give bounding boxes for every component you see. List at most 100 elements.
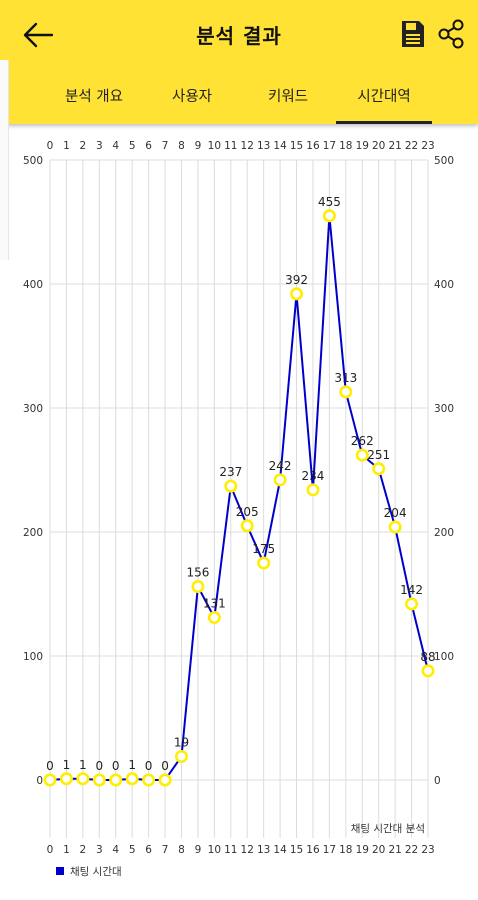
share-button[interactable] [436, 18, 466, 50]
x-tick-label-top: 5 [129, 140, 136, 152]
x-tick-label-bottom: 10 [208, 844, 221, 856]
x-tick-label-bottom: 5 [129, 844, 136, 856]
x-tick-label-bottom: 0 [47, 844, 54, 856]
y-tick-label-right: 200 [434, 527, 454, 539]
arrow-left-icon [23, 22, 54, 48]
data-point [125, 772, 139, 786]
x-tick-label-bottom: 2 [80, 844, 87, 856]
data-label: 234 [302, 469, 325, 483]
x-tick-label-bottom: 17 [323, 844, 336, 856]
save-document-icon [402, 21, 424, 47]
data-point [174, 749, 188, 763]
x-tick-label-bottom: 9 [195, 844, 202, 856]
data-point [191, 580, 205, 594]
data-point [306, 483, 320, 497]
legend-swatch [56, 867, 64, 875]
data-label: 455 [318, 195, 341, 209]
data-point [224, 479, 238, 493]
series-line [49, 215, 429, 781]
data-label: 237 [219, 465, 242, 479]
x-tick-label-top: 15 [290, 140, 303, 152]
x-tick-label-top: 21 [388, 140, 401, 152]
data-point [92, 773, 106, 787]
data-label: 205 [236, 505, 259, 519]
data-label: 242 [269, 459, 292, 473]
x-tick-label-top: 9 [195, 140, 202, 152]
data-label: 0 [112, 759, 120, 773]
data-point [355, 448, 369, 462]
save-button[interactable] [398, 18, 428, 50]
x-tick-label-top: 20 [372, 140, 385, 152]
x-tick-label-top: 7 [162, 140, 169, 152]
x-tick-label-top: 6 [145, 140, 152, 152]
time-chart: 0011223344556677889910101111121213131414… [23, 140, 454, 878]
y-tick-label-right: 300 [434, 403, 454, 415]
data-point [421, 664, 435, 678]
x-tick-label-top: 10 [208, 140, 221, 152]
side-drawer-handle[interactable] [0, 60, 9, 260]
x-tick-label-top: 2 [80, 140, 87, 152]
x-tick-label-bottom: 7 [162, 844, 169, 856]
data-point [207, 611, 221, 625]
data-point [257, 556, 271, 570]
data-point [290, 287, 304, 301]
data-point [372, 462, 386, 476]
data-point [59, 772, 73, 786]
y-tick-label-right: 400 [434, 279, 454, 291]
data-label: 1 [63, 758, 71, 772]
x-tick-label-top: 17 [323, 140, 336, 152]
data-label: 0 [46, 759, 54, 773]
app-bar: 분석 결과 분석 개요 사용자 키워드 시간대역 [0, 0, 478, 124]
x-tick-label-bottom: 1 [63, 844, 70, 856]
data-point [240, 519, 254, 533]
data-point [388, 520, 402, 534]
x-tick-label-top: 8 [178, 140, 185, 152]
y-tick-label-left: 100 [23, 651, 43, 663]
x-tick-label-bottom: 4 [112, 844, 119, 856]
y-tick-label-right: 0 [434, 775, 441, 787]
data-point [158, 773, 172, 787]
x-tick-label-top: 19 [356, 140, 369, 152]
x-tick-label-bottom: 15 [290, 844, 303, 856]
back-button[interactable] [18, 18, 58, 54]
data-point [322, 209, 336, 223]
x-tick-label-bottom: 22 [405, 844, 418, 856]
y-tick-label-right: 500 [434, 155, 454, 167]
x-tick-label-bottom: 20 [372, 844, 385, 856]
tab-time-range[interactable]: 시간대역 [336, 72, 432, 124]
data-label: 1 [128, 758, 136, 772]
x-tick-label-bottom: 21 [388, 844, 401, 856]
x-tick-label-bottom: 19 [356, 844, 369, 856]
y-tick-label-left: 400 [23, 279, 43, 291]
tab-analysis-overview[interactable]: 분석 개요 [65, 89, 123, 105]
y-tick-label-left: 500 [23, 155, 43, 167]
x-tick-label-top: 14 [273, 140, 287, 152]
data-point [273, 473, 287, 487]
data-label: 204 [384, 506, 407, 520]
x-tick-label-top: 4 [112, 140, 119, 152]
data-point [76, 772, 90, 786]
data-point [339, 385, 353, 399]
x-tick-label-top: 3 [96, 140, 103, 152]
y-tick-label-right: 100 [434, 651, 454, 663]
data-label: 0 [161, 759, 169, 773]
tab-bar: 분석 개요 사용자 키워드 시간대역 [0, 72, 478, 124]
data-label: 131 [203, 597, 226, 611]
data-label: 251 [367, 448, 390, 462]
tab-users[interactable]: 사용자 [171, 89, 213, 105]
x-tick-label-bottom: 3 [96, 844, 103, 856]
x-tick-label-bottom: 12 [241, 844, 254, 856]
data-label: 262 [351, 434, 374, 448]
tab-keywords[interactable]: 키워드 [267, 89, 309, 105]
data-label: 0 [145, 759, 153, 773]
data-label: 313 [334, 371, 357, 385]
data-label: 392 [285, 273, 308, 287]
data-point [43, 773, 57, 787]
y-tick-label-left: 200 [23, 527, 43, 539]
x-tick-label-bottom: 23 [421, 844, 434, 856]
page-title: 분석 결과 [196, 24, 282, 48]
x-tick-label-top: 13 [257, 140, 270, 152]
y-tick-label-left: 0 [36, 775, 43, 787]
x-tick-label-bottom: 11 [224, 844, 237, 856]
data-label: 0 [95, 759, 103, 773]
